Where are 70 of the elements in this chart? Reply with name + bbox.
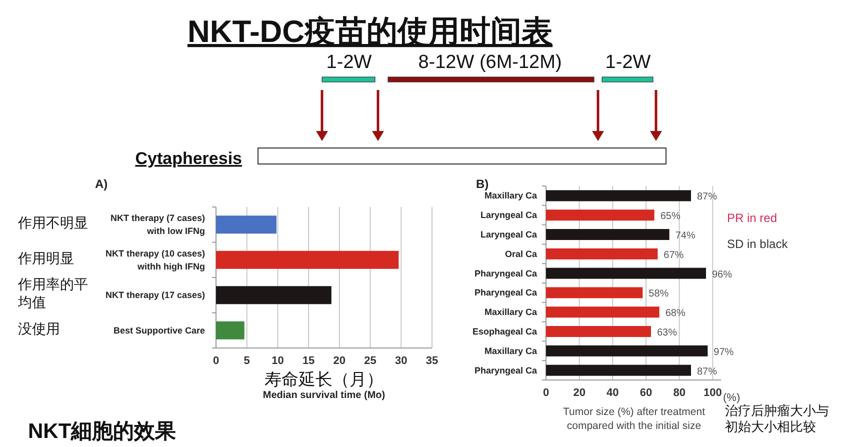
text: 1-2W: [605, 52, 651, 73]
x-tick-label: 5: [244, 355, 250, 367]
x-tick-label: 40: [606, 387, 619, 399]
y-tick-label: Laryngeal Ca: [480, 210, 538, 220]
y-tick-label: Oral Ca: [504, 248, 538, 259]
y-tick-label: Maxillary Ca: [484, 307, 538, 318]
x-axis-title: Tumor size (%) after treatment compared with the initial size: [563, 406, 706, 432]
x-tick-label: 80: [673, 387, 686, 399]
data-label: 87%: [697, 192, 718, 203]
y-tick-label: Esophageal Ca: [472, 326, 538, 336]
y-tick-label: NKT therapy (10 cases) withh high IFNg: [105, 248, 205, 272]
x-tick-label: 10: [272, 355, 284, 367]
text: PR in red: [727, 211, 778, 225]
chart-title: B): [476, 177, 489, 191]
x-tick-label: 15: [302, 355, 315, 367]
y-tick-label: Best Supportive Care: [113, 325, 205, 336]
data-label: 74%: [675, 230, 696, 242]
data-label: 68%: [665, 308, 686, 320]
bar: [546, 326, 651, 337]
x-tick-label: 20: [333, 355, 346, 367]
bar: [216, 321, 244, 340]
text: 治疗后肿瘤大小与初始大小相比较: [725, 403, 829, 434]
text: 8-12W (6M-12M): [418, 52, 562, 73]
bar: [546, 306, 660, 318]
y-tick-label: NKT therapy (7 cases) with low IFNg: [110, 213, 205, 236]
x-tick-label: 20: [573, 387, 586, 399]
bar: [546, 364, 691, 376]
text: 作用率的平均值: [17, 276, 88, 310]
text: SD in black: [727, 237, 789, 251]
bar: [546, 287, 643, 298]
y-tick-label: Laryngeal Ca: [480, 230, 538, 240]
y-tick-label: Pharyngeal Ca: [474, 268, 538, 278]
bar: [546, 248, 658, 260]
y-tick-label: NKT therapy (17 cases): [105, 290, 205, 300]
x-axis-title: 寿命延长（月）: [264, 370, 384, 389]
y-tick-label: Maxillary Ca: [484, 346, 538, 356]
text: Cytapheresis: [135, 149, 242, 168]
data-label: 58%: [648, 288, 669, 300]
text: A): [95, 177, 108, 191]
text: NKT細胞的效果: [28, 420, 176, 443]
x-tick-label: 0: [542, 387, 550, 399]
text: Median survival time (Mo): [262, 390, 386, 401]
text: 作用明显: [17, 250, 74, 266]
data-label: 67%: [664, 250, 684, 261]
x-tick-label: 25: [364, 355, 376, 367]
y-tick-label: Pharyngeal Ca: [474, 365, 538, 376]
x-tick-label: 35: [426, 355, 438, 367]
data-label: 97%: [714, 346, 734, 358]
data-label: 87%: [697, 366, 718, 378]
x-tick-label: 60: [640, 387, 652, 399]
bar: [546, 268, 706, 279]
data-label: 65%: [660, 211, 680, 222]
text: 没使用: [18, 320, 60, 336]
y-tick-label: Pharyngeal Ca: [474, 288, 538, 298]
bar: [216, 216, 276, 234]
bar: [216, 286, 332, 304]
text: 作用不明显: [17, 214, 88, 231]
bar: [546, 229, 670, 240]
bar: [546, 210, 654, 221]
data-label: 96%: [712, 269, 732, 280]
bar: [216, 250, 399, 269]
y-tick-label: Maxillary Ca: [484, 190, 538, 201]
bar: [546, 190, 691, 202]
x-tick-label: 0: [212, 355, 220, 367]
text: (%): [723, 392, 740, 404]
x-tick-label: 30: [395, 355, 408, 367]
text: 1-2W: [326, 52, 372, 73]
x-tick-label: 100: [703, 387, 722, 399]
bar: [546, 345, 708, 356]
data-label: 63%: [657, 328, 678, 338]
